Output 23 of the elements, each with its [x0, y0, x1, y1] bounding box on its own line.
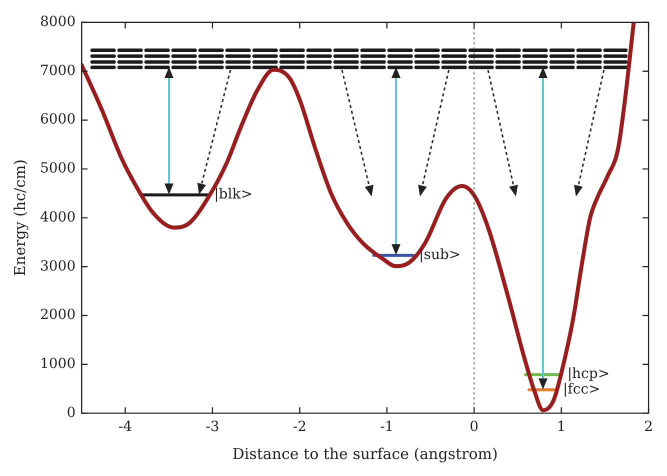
annotation: |blk>	[214, 186, 252, 202]
y-tick-label: 3000	[40, 258, 76, 274]
x-tick-label: 0	[470, 419, 479, 436]
annotation: |hcp>	[567, 366, 610, 382]
y-tick-label: 7000	[40, 62, 76, 79]
y-tick-label: 1000	[40, 356, 76, 372]
y-tick-label: 5000	[40, 160, 76, 177]
y-tick-label: 6000	[40, 112, 76, 128]
y-tick-label: 0	[66, 404, 76, 421]
line-series	[82, 22, 636, 412]
x-tick-label: 2	[644, 419, 654, 436]
x-tick-label: -1	[380, 419, 394, 436]
x-tick-label: -3	[206, 419, 220, 436]
y-axis-title: Energy (hc/cm)	[10, 159, 29, 276]
y-tick-label: 2000	[40, 307, 76, 324]
x-tick-label: -2	[292, 419, 306, 436]
y-tick-label: 4000	[40, 209, 76, 226]
y-tick-label: 8000	[40, 14, 76, 30]
x-tick-label: 1	[556, 419, 566, 436]
annotation: |sub>	[419, 247, 461, 264]
x-tick-label: -4	[118, 419, 132, 436]
annotation: |fcc>	[562, 381, 600, 398]
x-axis-title: Distance to the surface (angstrom)	[232, 444, 498, 463]
